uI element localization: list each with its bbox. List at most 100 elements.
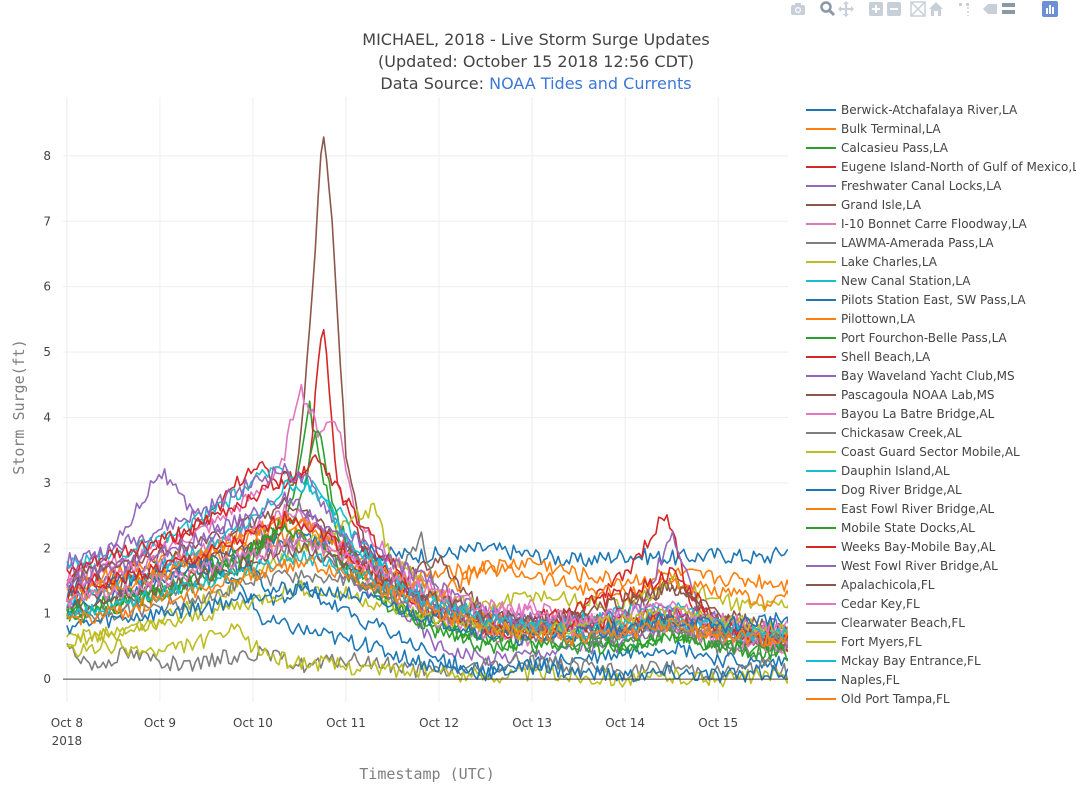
legend-item[interactable]: Bulk Terminal,LA [806,122,941,136]
legend-label: Dog River Bridge,AL [841,483,962,497]
pan-icon[interactable] [838,1,854,17]
chart-title: MICHAEL, 2018 - Live Storm Surge Updates… [60,29,1012,95]
series-line[interactable] [66,569,793,648]
x-tick-label: Oct 13 [512,716,552,730]
y-tick-label: 7 [43,214,51,228]
data-source-label: Data Source: [380,74,490,93]
series-line[interactable] [66,468,793,668]
legend-item[interactable]: Old Port Tampa,FL [806,692,950,706]
spike-lines-icon[interactable] [959,3,969,16]
legend-item[interactable]: Bay Waveland Yacht Club,MS [806,369,1015,383]
x-tick-label: Oct 12 [419,716,459,730]
legend-label: Freshwater Canal Locks,LA [841,179,1002,193]
title-line-1: MICHAEL, 2018 - Live Storm Surge Updates [362,30,710,49]
series-line[interactable] [66,556,793,648]
legend-label: Dauphin Island,AL [841,464,950,478]
legend-label: LAWMA-Amerada Pass,LA [841,236,994,250]
legend-item[interactable]: Fort Myers,FL [806,635,922,649]
legend-label: Naples,FL [841,673,900,687]
series-line[interactable] [66,537,793,636]
legend-item[interactable]: Shell Beach,LA [806,350,931,364]
series-line[interactable] [66,581,793,647]
legend-label: Calcasieu Pass,LA [841,141,949,155]
x-tick-label: Oct 11 [326,716,366,730]
title-line-2: (Updated: October 15 2018 12:56 CDT) [378,52,694,71]
zoom-out-icon[interactable] [887,2,901,16]
legend-item[interactable]: Coast Guard Sector Mobile,AL [806,445,1020,459]
legend-item[interactable]: Chickasaw Creek,AL [806,426,962,440]
noaa-link[interactable]: NOAA Tides and Currents [489,74,692,93]
zoom-icon[interactable] [820,1,836,17]
legend-item[interactable]: Dog River Bridge,AL [806,483,962,497]
legend-item[interactable]: East Fowl River Bridge,AL [806,502,995,516]
plotly-logo-icon[interactable] [1042,1,1058,17]
y-tick-label: 1 [43,607,51,621]
y-tick-label: 2 [43,541,51,555]
hover-compare-icon[interactable] [1002,3,1015,14]
legend-item[interactable]: Clearwater Beach,FL [806,616,965,630]
series-line[interactable] [66,643,793,681]
legend-item[interactable]: Dauphin Island,AL [806,464,950,478]
legend-label: Shell Beach,LA [841,350,931,364]
series-line[interactable] [66,550,793,642]
legend-label: New Canal Station,LA [841,274,971,288]
camera-icon[interactable] [791,3,805,15]
legend-label: Pilottown,LA [841,312,916,326]
legend-item[interactable]: Pascagoula NOAA Lab,MS [806,388,995,402]
x-axis: Oct 8 Oct 9 Oct 10 Oct 11 Oct 12 Oct 13 Oct 14… [51,716,738,748]
y-tick-label: 0 [43,672,51,686]
legend-item[interactable]: Calcasieu Pass,LA [806,141,949,155]
legend-label: Cedar Key,FL [841,597,920,611]
legend-item[interactable]: I-10 Bonnet Carre Floodway,LA [806,217,1028,231]
legend-label: Chickasaw Creek,AL [841,426,962,440]
series-line[interactable] [66,623,793,688]
series-line[interactable] [66,579,793,648]
legend-item[interactable]: Pilots Station East, SW Pass,LA [806,293,1026,307]
legend-item[interactable]: Lake Charles,LA [806,255,938,269]
home-icon[interactable] [929,2,943,16]
legend-item[interactable]: Naples,FL [806,673,900,687]
x-tick-label: Oct 8 [51,716,83,730]
legend-label: Mckay Bay Entrance,FL [841,654,981,668]
legend-item[interactable]: Pilottown,LA [806,312,916,326]
legend-label: Weeks Bay-Mobile Bay,AL [841,540,996,554]
legend-item[interactable]: Berwick-Atchafalaya River,LA [806,103,1018,117]
legend-item[interactable]: Apalachicola,FL [806,578,935,592]
legend-label: Grand Isle,LA [841,198,922,212]
title-line-3: Data Source: NOAA Tides and Currents [60,73,1012,95]
legend-item[interactable]: Freshwater Canal Locks,LA [806,179,1002,193]
legend-item[interactable]: Grand Isle,LA [806,198,922,212]
x-tick-label: Oct 15 [698,716,738,730]
legend-item[interactable]: Eugene Island-North of Gulf of Mexico,LA [806,160,1076,174]
legend-item[interactable]: LAWMA-Amerada Pass,LA [806,236,994,250]
legend-item[interactable]: West Fowl River Bridge,AL [806,559,998,573]
hover-closest-icon[interactable] [983,4,997,14]
legend-item[interactable]: Cedar Key,FL [806,597,920,611]
zoom-in-icon[interactable] [869,2,883,16]
y-axis: 0 1 2 3 4 5 6 7 8 [43,149,51,686]
legend-label: Coast Guard Sector Mobile,AL [841,445,1020,459]
series-layer [66,136,793,688]
y-tick-label: 6 [43,280,51,294]
legend-item[interactable]: Mckay Bay Entrance,FL [806,654,981,668]
x-tick-label: Oct 9 [144,716,176,730]
series-line[interactable] [66,562,793,684]
y-tick-label: 5 [43,345,51,359]
legend-label: Fort Myers,FL [841,635,922,649]
autoscale-icon[interactable] [910,1,926,17]
x-tick-year-label: 2018 [52,734,83,748]
y-tick-label: 3 [43,476,51,490]
legend[interactable]: Berwick-Atchafalaya River,LA Bulk Termina… [806,103,1076,706]
legend-label: Bay Waveland Yacht Club,MS [841,369,1015,383]
legend-label: Pilots Station East, SW Pass,LA [841,293,1026,307]
legend-label: Port Fourchon-Belle Pass,LA [841,331,1008,345]
legend-item[interactable]: Weeks Bay-Mobile Bay,AL [806,540,996,554]
legend-item[interactable]: Bayou La Batre Bridge,AL [806,407,995,421]
series-line[interactable] [66,555,793,678]
legend-item[interactable]: New Canal Station,LA [806,274,971,288]
legend-item[interactable]: Port Fourchon-Belle Pass,LA [806,331,1008,345]
y-axis-title: Storm Surge(ft) [10,339,28,474]
legend-item[interactable]: Mobile State Docks,AL [806,521,975,535]
legend-label: Lake Charles,LA [841,255,938,269]
